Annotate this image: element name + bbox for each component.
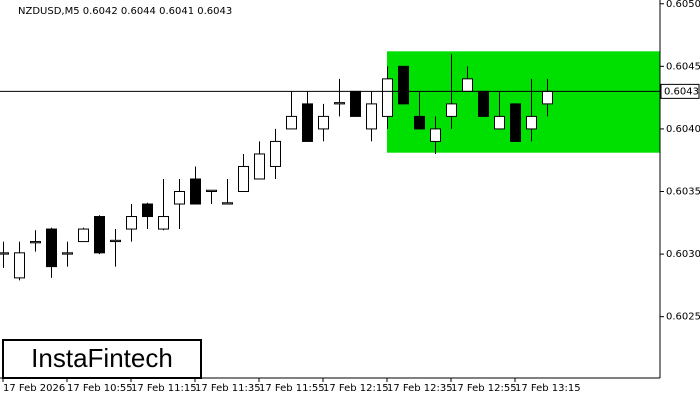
y-tick-label: 0.6025 — [666, 312, 700, 323]
candle-body — [334, 102, 345, 105]
candle-body — [238, 165, 249, 193]
x-tick-label: 17 Feb 11:55 — [259, 383, 325, 394]
candle-body — [398, 65, 409, 105]
candle-body — [206, 189, 217, 193]
x-tick-label: 17 Feb 13:15 — [515, 383, 581, 394]
x-tick-label: 17 Feb 12:35 — [387, 383, 453, 394]
candle-body — [510, 103, 521, 142]
pattern-zone — [387, 51, 660, 153]
candle-body — [462, 78, 473, 92]
candle-body — [270, 140, 281, 167]
candle-body — [494, 115, 505, 130]
candle-body — [446, 103, 457, 117]
candle-body — [478, 90, 489, 117]
chart-title: NZDUSD,M5 0.6042 0.6044 0.6041 0.6043 — [18, 6, 232, 17]
candle-body — [382, 78, 393, 117]
candle-body — [174, 191, 185, 205]
candle-body — [350, 90, 361, 117]
x-tick-label: 17 Feb 11:35 — [195, 383, 261, 394]
candle-body — [318, 115, 329, 130]
logo: InstaFintech — [31, 343, 173, 373]
candle-body — [30, 241, 41, 244]
x-tick-label: 17 Feb 12:55 — [451, 383, 517, 394]
x-tick-label: 17 Feb 10:55 — [67, 383, 133, 394]
candle-body — [542, 90, 553, 105]
candle-body — [94, 216, 105, 254]
last-price-box — [660, 83, 700, 99]
y-tick-label: 0.6040 — [666, 124, 700, 135]
candle-body — [0, 252, 9, 255]
x-tick-label: 17 Feb 2026 — [3, 383, 65, 394]
candle-body — [158, 216, 169, 230]
y-tick-label: 0.6045 — [666, 61, 700, 72]
plot-area — [0, 51, 660, 281]
candle-body — [222, 202, 233, 205]
candle-body — [62, 252, 73, 255]
candle-body — [366, 103, 377, 130]
candle-body — [14, 252, 25, 279]
candle-body — [190, 178, 201, 205]
y-tick-label: 0.6050 — [666, 0, 700, 10]
y-tick-label: 0.6035 — [666, 187, 700, 198]
candle-body — [526, 115, 537, 130]
y-tick-label: 0.6030 — [666, 249, 700, 260]
candle-body — [78, 228, 89, 243]
x-tick-label: 17 Feb 12:15 — [323, 383, 389, 394]
candle-body — [142, 203, 153, 218]
last-price-label: 0.6043 — [664, 86, 699, 97]
candle-body — [430, 128, 441, 142]
candle-body — [110, 239, 121, 243]
candle-body — [126, 216, 137, 230]
candle-body — [46, 228, 57, 268]
logo-box — [2, 339, 202, 379]
candle-body — [414, 115, 425, 130]
x-tick-label: 17 Feb 11:15 — [131, 383, 197, 394]
candle-body — [254, 153, 265, 180]
candle-body — [286, 115, 297, 130]
candle-body — [302, 103, 313, 142]
